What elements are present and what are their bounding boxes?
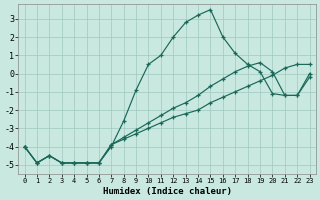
X-axis label: Humidex (Indice chaleur): Humidex (Indice chaleur)	[103, 187, 232, 196]
